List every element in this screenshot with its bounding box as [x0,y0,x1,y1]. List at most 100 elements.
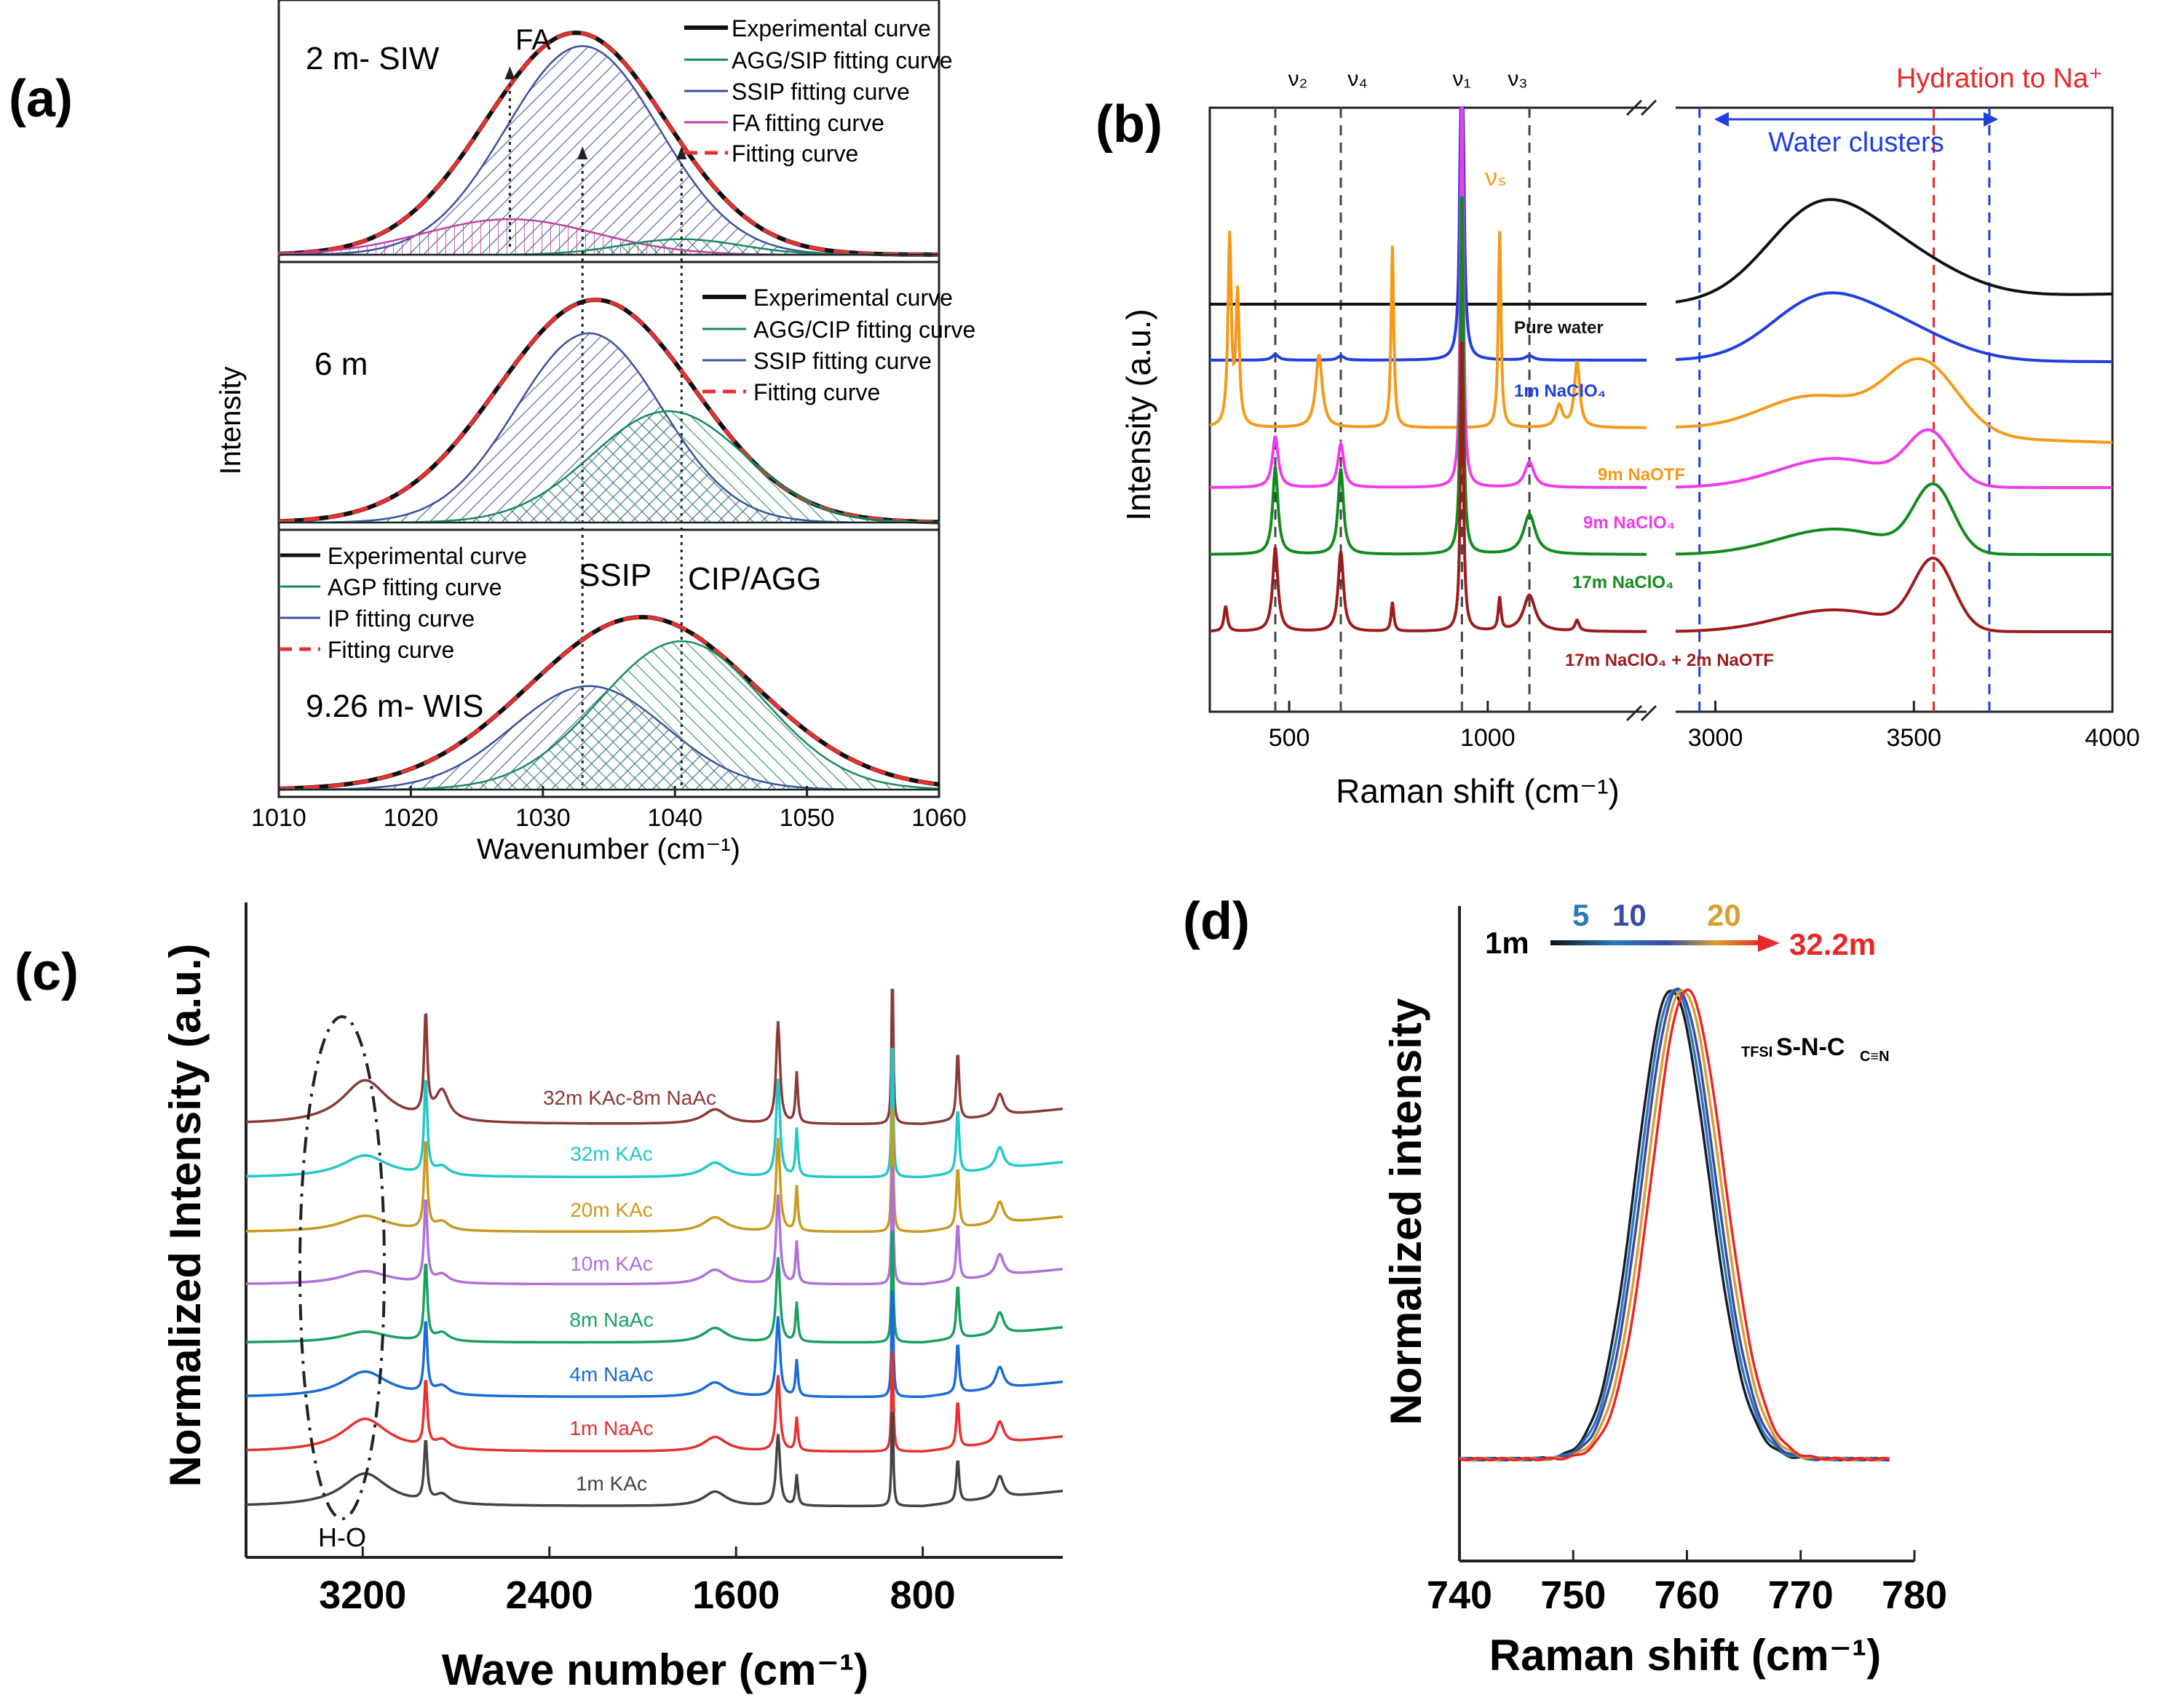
scale-label-10: 10 [1612,898,1647,932]
peak-1m [1459,989,1890,1462]
panel-b-guides [1274,108,1991,712]
scale-label-20: 20 [1707,898,1741,932]
raman-curve-right-1 [1675,198,2113,303]
axis-break-mark [1640,99,1657,116]
spectrum-2 [245,1047,1063,1179]
scale-label-32m: 32.2m [1789,927,1876,961]
panel-c: (c) 3200 2400 1600 800 H-O Wave number (cm⁻… [15,902,1063,1694]
legend-text: FA fitting curve [732,110,884,136]
panel-b-x-ticks: 500 1000 3000 3500 4000 [1269,701,2140,752]
raman-curve-right-2 [1675,291,2112,363]
raman-curve-left-6 [1209,341,1647,633]
panel-a-subplot-6m [278,297,940,525]
x-tick-label: 750 [1540,1573,1606,1617]
legend-text: SSIP fitting curve [753,348,932,374]
h-o-region-ellipse [298,1015,386,1520]
panel-b-water-clusters-label: Water clusters [1768,127,1944,158]
panel-a-x-ticks: 1010 1020 1030 1040 1050 1060 [251,786,967,832]
concentration-gradient-bar [1550,940,1762,945]
x-tick-label: 1060 [911,804,967,832]
raman-curve-left-4 [1210,106,1647,489]
raman-curve-right-5 [1675,482,2112,556]
x-tick-label: 2400 [506,1573,593,1617]
spectrum-6 [246,1290,1063,1399]
x-tick-label: 1050 [780,804,835,832]
x-tick-label: 780 [1882,1573,1947,1617]
series-label-1m-naac: 1m NaAc [569,1417,653,1439]
panel-c-x-ticks: 3200 2400 1600 800 [319,1546,956,1617]
water-cluster-arrowhead-right [1984,112,1998,127]
panel-a-fa-label: FA [515,24,551,56]
bond-annotation-cn: C≡N [1860,1049,1890,1065]
scale-label-5: 5 [1572,898,1589,932]
concentration-arrowhead [1758,934,1780,952]
x-tick-label: 3200 [319,1573,406,1617]
panel-a-frame [277,0,940,798]
legend-text: Fitting curve [328,637,454,663]
panel-d: (d) 740 750 760 770 780 Raman shift (cm⁻¹) N… [1183,892,1947,1680]
panel-a-y-label: Intensity [215,367,247,475]
x-tick-label: 1040 [647,804,702,832]
panel-c-label: (c) [15,943,79,1001]
panel-b-y-label: Intensity (a.u.) [1120,309,1157,520]
series-label-17m-naclo4: 17m NaClO₄ [1572,573,1674,592]
spectrum-5 [245,1230,1063,1344]
panel-d-label: (d) [1183,892,1250,950]
x-tick-label: 3500 [1886,724,1941,752]
raman-curve-left-2 [1210,106,1647,362]
band-label-v2: ν₂ [1288,67,1308,91]
legend-text: Experimental curve [328,543,527,569]
x-tick-label: 1010 [251,804,306,832]
x-tick-label: 3000 [1688,724,1743,752]
series-label-pure-water: Pure water [1514,318,1604,338]
band-label-vs: νₛ [1485,164,1507,191]
legend-text: AGG/CIP fitting curve [753,317,975,343]
scale-label-1m: 1m [1485,926,1529,960]
panel-a: (a) 1010 1020 1030 1040 1050 1060 Intensity W… [9,0,975,865]
spectrum-3 [246,1108,1063,1234]
x-tick-label: 800 [890,1573,956,1617]
peak-guide-arrow [577,146,588,159]
bond-annotation-tfsi: TFSI [1741,1044,1772,1060]
peak-32-2m [1459,988,1890,1462]
panel-a-x-label: Wavenumber (cm⁻¹) [477,833,740,865]
panel-b-hydration-label: Hydration to Na⁺ [1896,63,2103,94]
legend-text: SSIP fitting curve [732,79,910,105]
raman-curve-right-4 [1676,428,2112,489]
legend-text: Fitting curve [753,379,880,405]
panel-a-sub-title-9m: 9.26 m- WIS [306,688,484,724]
series-label-20m-kac: 20m KAc [570,1199,653,1221]
panel-b-curves [1209,106,2113,633]
panel-c-ho-label: H-O [318,1522,366,1552]
raman-curve-right-6 [1675,556,2112,633]
series-label-32m-kac: 32m KAc [570,1143,653,1165]
x-tick-label: 1020 [384,804,439,832]
series-label-1m-kac: 1m KAc [576,1472,647,1495]
bond-annotation-main: S-N-C [1776,1033,1845,1061]
panel-a-legend-6m: Experimental curve AGG/CIP fitting curve… [702,285,975,405]
panel-c-y-label: Normalized Intensity (a.u.) [161,944,210,1487]
legend-text: Experimental curve [732,15,931,41]
raman-curve-right-3 [1675,357,2113,444]
panel-a-ssip-label: SSIP [579,557,651,593]
panel-a-cipagg-label: CIP/AGG [688,561,821,597]
x-tick-label: 1030 [515,804,571,832]
axis-break-mark [1640,704,1657,722]
x-tick-label: 760 [1654,1573,1719,1617]
series-label-32m-kac-8m-naac: 32m KAc-8m NaAc [543,1087,716,1109]
panel-b: (b) 500 1000 3000 3500 4000 Raman shift (cm⁻… [1096,63,2140,810]
series-label-9m-naotf: 9m NaOTF [1598,465,1685,485]
spectrum-7 [246,1351,1063,1453]
panel-b-x-label: Raman shift (cm⁻¹) [1336,772,1620,810]
peak-guide-arrow [504,66,515,79]
series-label-8m-naac: 8m NaAc [569,1308,653,1331]
panel-c-curves [245,988,1063,1508]
series-label-4m-naac: 4m NaAc [569,1363,653,1386]
panel-a-sub-title-2m: 2 m- SIW [306,41,440,76]
panel-d-x-label: Raman shift (cm⁻¹) [1489,1631,1881,1680]
series-label-10m-kac: 10m KAc [570,1252,653,1275]
raman-curve-left-3 [1209,231,1647,429]
legend-text: AGG/SIP fitting curve [732,47,953,74]
panel-d-curves [1459,987,1890,1462]
